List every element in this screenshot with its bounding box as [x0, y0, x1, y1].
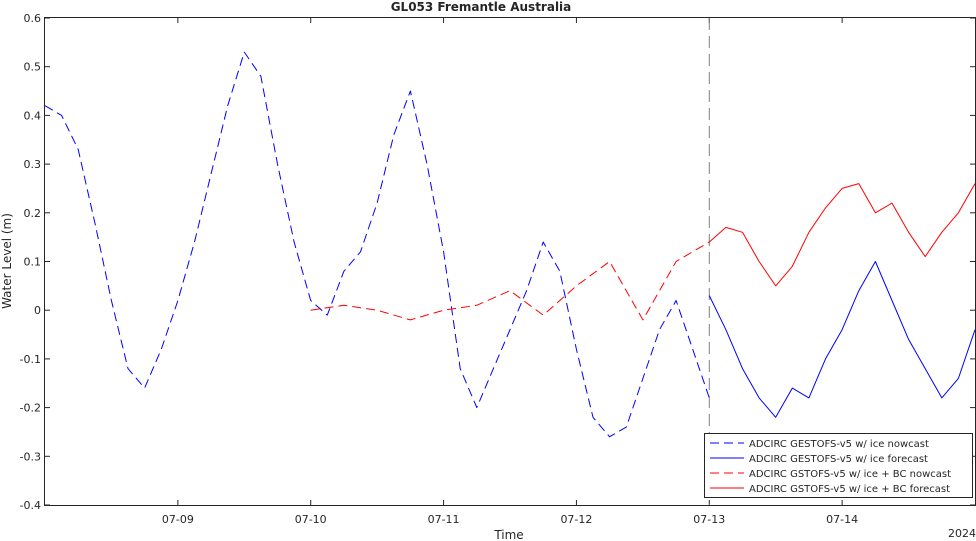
- y-tick-label: 0.5: [24, 61, 42, 74]
- legend: ADCIRC GESTOFS-v5 w/ ice nowcast ADCIRC G…: [704, 433, 973, 498]
- series-layer: [44, 51, 976, 438]
- y-axis-ticks: -0.4 -0.3 -0.2 -0.1 0 0.1 0.2 0.3 0.4 0.5 0.6: [20, 12, 975, 512]
- series-line-3: [708, 183, 976, 287]
- legend-box: [704, 433, 973, 498]
- legend-label: ADCIRC GESTOFS-v5 w/ ice nowcast: [749, 439, 929, 450]
- legend-label: ADCIRC GSTOFS-v5 w/ ice + BC nowcast: [749, 469, 951, 480]
- y-tick-label: 0.3: [24, 158, 42, 171]
- y-tick-label: 0.4: [24, 109, 42, 122]
- y-tick-label: 0.2: [24, 207, 42, 220]
- y-tick-label: -0.3: [20, 450, 41, 463]
- y-tick-label: 0: [34, 304, 41, 317]
- chart-title: GL053 Fremantle Australia: [391, 0, 572, 14]
- series-line-1: [708, 261, 976, 418]
- plot-area: [44, 17, 976, 506]
- y-tick-label: -0.1: [20, 353, 41, 366]
- y-tick-label: -0.2: [20, 402, 41, 415]
- series-line-2: [310, 241, 710, 321]
- x-axis-ticks: 07-09 07-10 07-11 07-12 07-13 07-14: [162, 18, 858, 526]
- x-tick-label: 07-11: [428, 513, 460, 526]
- x-tick-label: 07-13: [693, 513, 725, 526]
- y-tick-label: 0.6: [24, 12, 42, 25]
- x-tick-label: 07-09: [162, 513, 194, 526]
- x-axis-label: Time: [493, 528, 523, 541]
- x-tick-label: 07-12: [560, 513, 592, 526]
- y-axis-label: Water Level (m): [0, 213, 14, 309]
- y-tick-label: -0.4: [20, 499, 41, 512]
- y-tick-label: 0.1: [24, 256, 42, 269]
- legend-label: ADCIRC GESTOFS-v5 w/ ice forecast: [749, 454, 928, 465]
- year-label: 2024: [948, 527, 976, 540]
- x-tick-label: 07-14: [826, 513, 858, 526]
- x-tick-label: 07-10: [295, 513, 327, 526]
- legend-label: ADCIRC GSTOFS-v5 w/ ice + BC forecast: [749, 484, 950, 495]
